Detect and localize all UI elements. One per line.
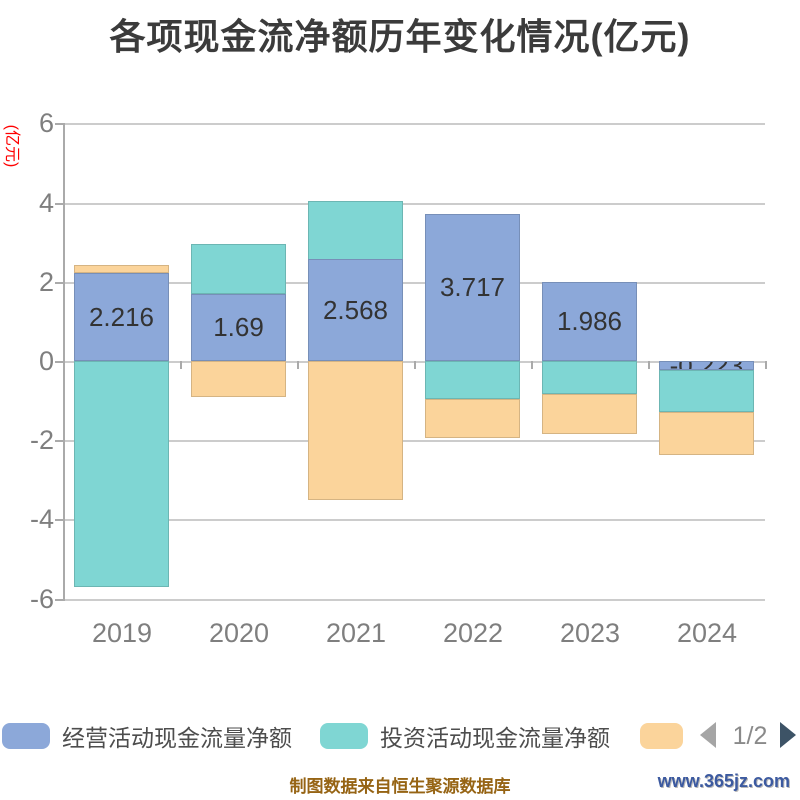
legend-swatch-investing	[320, 723, 368, 749]
legend-item-operating[interactable]: 经营活动现金流量净额	[2, 722, 292, 751]
legend-swatch-series3	[640, 723, 683, 749]
bar-segment-operating-2023[interactable]: 1.986	[542, 282, 637, 361]
y-tick-label: 2	[38, 267, 54, 297]
bar-value-label: 3.717	[439, 272, 506, 302]
bar-segment-investing-2024[interactable]	[659, 370, 754, 412]
legend-next-page-icon[interactable]	[780, 722, 796, 748]
x-tick-mark	[648, 361, 650, 369]
legend-item-series3[interactable]	[640, 722, 683, 750]
legend-label: 经营活动现金流量净额	[62, 725, 292, 751]
y-tick-label: -2	[29, 425, 54, 455]
bar-segment-series3-2023[interactable]	[542, 394, 637, 434]
gridline	[63, 282, 765, 284]
x-tick-mark	[180, 361, 182, 369]
bar-segment-operating-2019[interactable]: 2.216	[74, 273, 169, 361]
legend-page-indicator: 1/2	[732, 722, 768, 750]
bar-value-label: 2.216	[88, 301, 155, 332]
x-tick-mark	[531, 361, 533, 369]
bar-segment-series3-2022[interactable]	[425, 399, 520, 438]
y-tick-label: -6	[29, 584, 54, 614]
bar-segment-investing-2020[interactable]	[191, 244, 286, 294]
bar-value-label: -0.223	[670, 362, 744, 369]
bar-segment-investing-2019[interactable]	[74, 361, 169, 587]
y-tick-mark	[55, 519, 63, 521]
y-tick-mark	[55, 282, 63, 284]
y-tick-label: 0	[38, 346, 54, 376]
bar-value-label: 2.568	[322, 294, 389, 325]
gridline	[63, 440, 765, 442]
x-tick-label: 2021	[325, 618, 387, 648]
gridline	[63, 123, 765, 125]
bar-value-label: 1.69	[213, 312, 264, 342]
bar-segment-operating-2022[interactable]: 3.717	[425, 214, 520, 361]
gridline	[63, 599, 765, 601]
bar-segment-series3-2021[interactable]	[308, 361, 403, 500]
bar-segment-series3-2020[interactable]	[191, 361, 286, 397]
bar-segment-investing-2023[interactable]	[542, 361, 637, 394]
bar-value-label: 1.986	[556, 306, 623, 336]
gridline	[63, 519, 765, 521]
y-tick-mark	[55, 440, 63, 442]
y-tick-mark	[55, 203, 63, 205]
x-tick-mark	[765, 361, 767, 369]
x-tick-mark	[414, 361, 416, 369]
legend-label: 投资活动现金流量净额	[380, 725, 610, 751]
x-tick-mark	[297, 361, 299, 369]
bar-segment-operating-2021[interactable]: 2.568	[308, 259, 403, 361]
bar-segment-series3-2019[interactable]	[74, 265, 169, 273]
y-tick-label: 6	[38, 108, 54, 138]
y-tick-mark	[55, 123, 63, 125]
x-tick-label: 2023	[559, 618, 621, 648]
x-tick-label: 2024	[676, 618, 738, 648]
x-tick-label: 2020	[208, 618, 270, 648]
y-tick-mark	[55, 599, 63, 601]
y-tick-mark	[55, 361, 63, 363]
x-tick-label: 2019	[91, 618, 153, 648]
legend-prev-page-icon[interactable]	[700, 722, 716, 748]
legend-swatch-operating	[2, 723, 50, 749]
page-title: 各项现金流净额历年变化情况(亿元)	[109, 16, 691, 57]
bar-segment-operating-2024[interactable]: -0.223	[659, 361, 754, 370]
y-tick-label: 4	[38, 188, 54, 218]
x-tick-label: 2022	[442, 618, 504, 648]
bar-segment-investing-2022[interactable]	[425, 361, 520, 399]
watermark-link[interactable]: www.365jz.com	[657, 771, 790, 791]
data-source-note: 制图数据来自恒生聚源数据库	[289, 777, 511, 796]
bar-segment-operating-2020[interactable]: 1.69	[191, 294, 286, 361]
gridline	[63, 203, 765, 205]
x-tick-mark	[63, 361, 65, 369]
bar-segment-investing-2021[interactable]	[308, 201, 403, 260]
legend-item-investing[interactable]: 投资活动现金流量净额	[320, 722, 610, 751]
y-tick-label: -4	[29, 504, 54, 534]
bar-segment-series3-2024[interactable]	[659, 412, 754, 455]
